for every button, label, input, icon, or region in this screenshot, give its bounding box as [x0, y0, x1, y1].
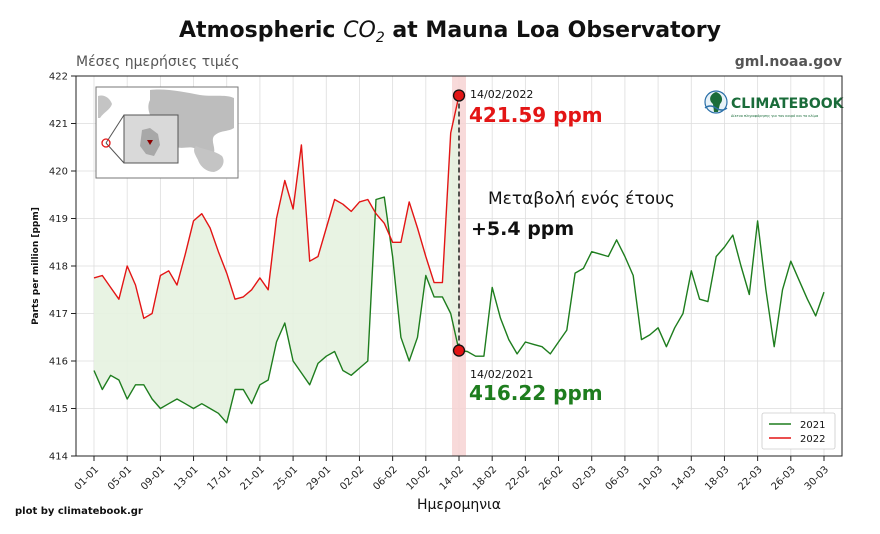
- y-tick-label: 419: [49, 214, 68, 225]
- title-co: CO: [343, 18, 376, 43]
- y-tick-label: 422: [49, 72, 68, 83]
- difference-fill: [94, 95, 459, 423]
- x-tick-label: 06-03: [604, 464, 632, 492]
- y-axis-label: Parts per million [ppm]: [31, 207, 41, 325]
- x-tick-label: 26-02: [537, 464, 565, 492]
- x-tick-label: 18-03: [703, 464, 731, 492]
- change-label: Μεταβολή ενός έτους: [488, 189, 675, 209]
- marker-2022: [452, 89, 466, 102]
- x-tick-label: 26-03: [770, 464, 798, 492]
- fill-between-series: [94, 95, 459, 423]
- inset-map-continent-3: [98, 95, 112, 118]
- x-tick-label: 02-03: [570, 464, 598, 492]
- y-tick-label: 420: [49, 167, 68, 178]
- title-subscript: 2: [376, 30, 385, 46]
- marker-2021: [452, 344, 466, 357]
- x-tick-label: 06-02: [371, 464, 399, 492]
- x-tick-label: 05-01: [106, 464, 134, 492]
- x-tick-label: 30-03: [803, 464, 831, 492]
- x-tick-label: 14-03: [670, 464, 698, 492]
- value-2022-label: 421.59 ppm: [469, 103, 603, 127]
- x-tick-label: 14-02: [438, 464, 466, 492]
- legend-label-2022: 2022: [800, 434, 825, 445]
- plot-credit: plot by climatebook.gr: [15, 506, 143, 517]
- x-tick-label: 10-02: [405, 464, 433, 492]
- x-axis-label: Ημερομηνια: [417, 497, 501, 513]
- legend: 2021 2022: [761, 412, 836, 450]
- date-2022-label: 14/02/2022: [470, 88, 533, 101]
- title-prefix: Atmospheric: [179, 18, 343, 43]
- inset-map-continent-2: [194, 146, 224, 172]
- logo-tagline: Δίκτυο πληροφόρησης για τον καιρό και το…: [731, 114, 819, 118]
- x-tick-label: 18-02: [471, 464, 499, 492]
- chart-title: Atmospheric CO2 at Mauna Loa Observatory: [179, 18, 721, 46]
- x-tick-label: 13-01: [172, 464, 200, 492]
- date-2021-label: 14/02/2021: [470, 368, 533, 381]
- y-tick-label: 416: [49, 357, 68, 368]
- y-tick-label: 417: [49, 309, 68, 320]
- inset-map: [95, 86, 239, 179]
- inset-map-continent: [148, 89, 234, 158]
- logo-wave-icon: [704, 105, 728, 111]
- x-tick-label: 25-01: [272, 464, 300, 492]
- value-2021-label: 416.22 ppm: [469, 381, 603, 405]
- x-tick-label: 22-03: [736, 464, 764, 492]
- y-tick-label: 415: [49, 404, 68, 415]
- x-tick-label: 22-02: [504, 464, 532, 492]
- logo-tree-icon: [710, 92, 723, 112]
- legend-box: [761, 412, 836, 450]
- x-tick-label: 10-03: [637, 464, 665, 492]
- inset-marker-icon: [147, 140, 153, 145]
- climatebook-logo: CLIMATEBOOK Δίκτυο πληροφόρησης για τον …: [704, 90, 845, 118]
- legend-label-2021: 2021: [800, 420, 825, 431]
- title-suffix: at Mauna Loa Observatory: [385, 18, 721, 43]
- inset-location-circle: [101, 138, 111, 148]
- x-tick-label: 01-01: [73, 464, 101, 492]
- x-tick-label: 21-01: [239, 464, 267, 492]
- x-tick-label: 29-01: [305, 464, 333, 492]
- chart-subtitle: Μέσες ημερήσιες τιμές: [76, 54, 240, 70]
- inset-connector-1: [105, 114, 125, 144]
- change-value: +5.4 ppm: [471, 218, 574, 240]
- logo-name: CLIMATEBOOK: [731, 96, 845, 112]
- y-tick-label: 421: [49, 119, 68, 130]
- x-tick-label: 17-01: [205, 464, 233, 492]
- x-tick-label: 02-02: [338, 464, 366, 492]
- change-annotation: [452, 89, 466, 357]
- y-tick-label: 418: [49, 262, 68, 273]
- series-line-2022: [93, 95, 460, 319]
- y-tick-label: 414: [49, 452, 68, 463]
- source-label: gml.noaa.gov: [735, 54, 842, 70]
- x-tick-label: 09-01: [139, 464, 167, 492]
- plot-area: CLIMATEBOOK Δίκτυο πληροφόρησης για τον …: [49, 72, 845, 493]
